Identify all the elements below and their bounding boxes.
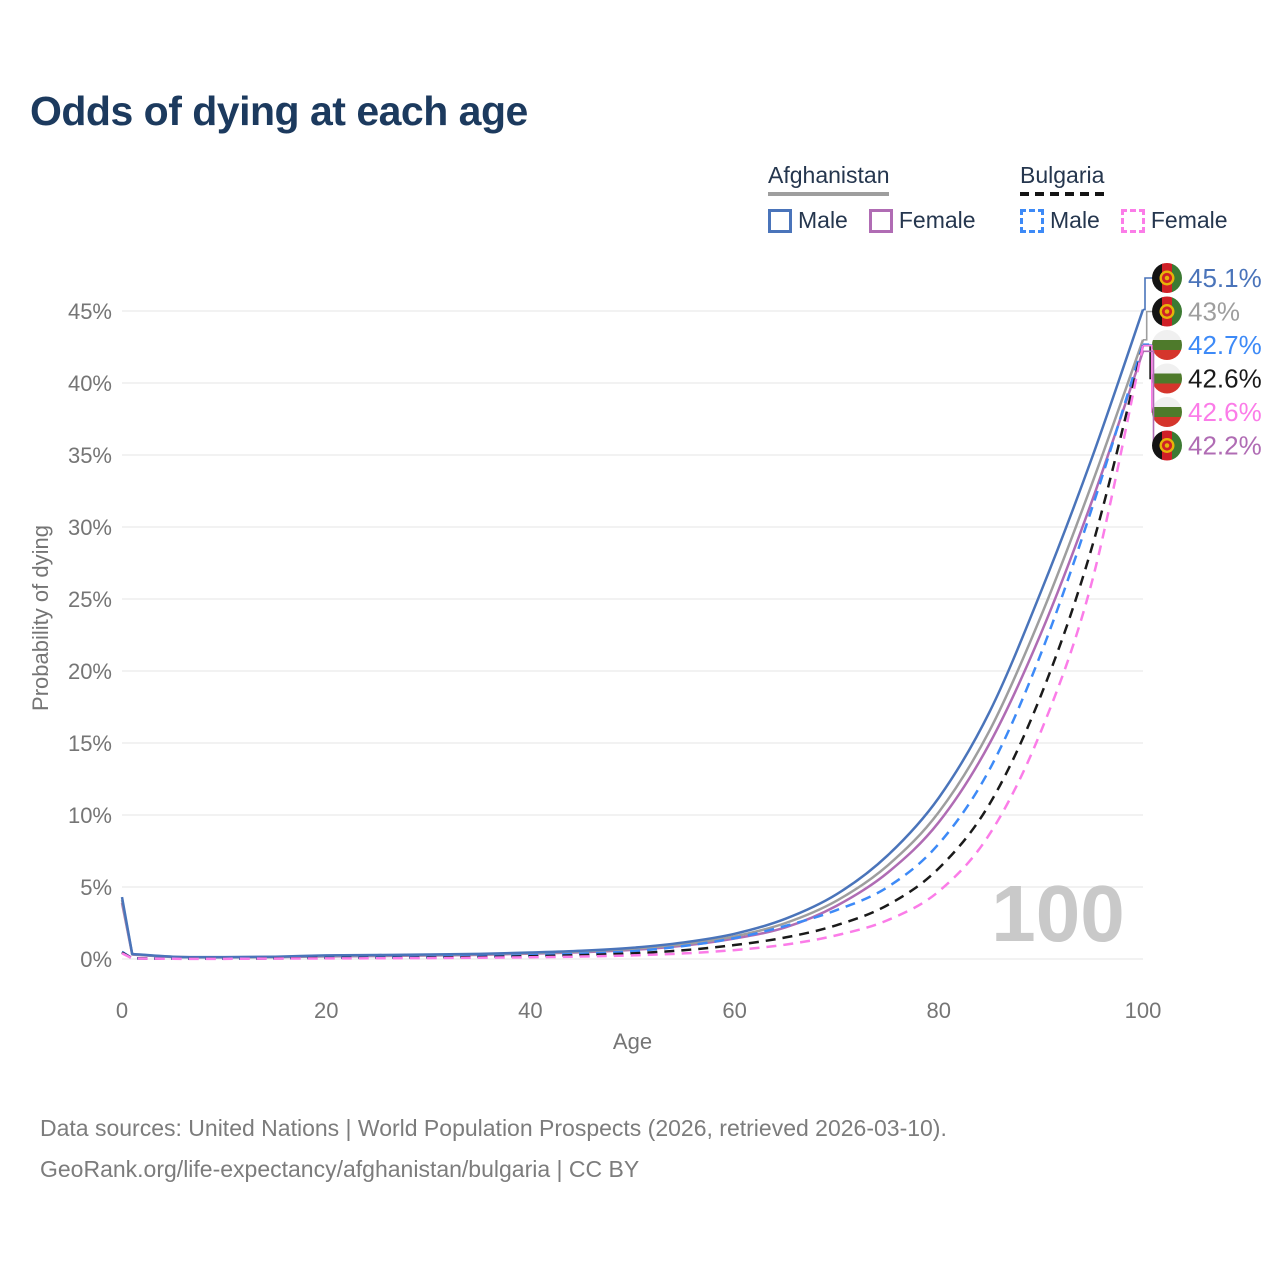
x-tick-label-40: 40 <box>518 998 542 1023</box>
y-axis-title: Probability of dying <box>28 525 53 711</box>
end-value-label-bulgaria-male: 42.7% <box>1188 330 1262 360</box>
y-tick-label-30: 30% <box>68 515 112 540</box>
legend-item-afghanistan-male[interactable]: Male <box>768 207 848 234</box>
afghanistan-male-checkbox[interactable] <box>768 208 792 233</box>
bulgaria-male-checkbox[interactable] <box>1020 208 1044 233</box>
data-source-line: Data sources: United Nations | World Pop… <box>40 1115 947 1141</box>
y-tick-label-0: 0% <box>80 947 112 972</box>
legend-item-bulgaria-male[interactable]: Male <box>1020 207 1100 234</box>
afghanistan-male-label: Male <box>798 207 848 233</box>
mortality-line-chart: 0% 5% 10% 15% 20% 25% 30% 35% 40% 45% 0 20 40 60 80 100… <box>28 263 1262 1054</box>
end-value-label-afghanistan-female: 42.2% <box>1188 431 1262 461</box>
flag-afghanistan-icon <box>1152 296 1182 327</box>
bulgaria-female-label: Female <box>1150 207 1228 233</box>
end-value-label-afghanistan-both: 43% <box>1188 297 1240 327</box>
afghanistan-solid-line-sample <box>768 192 890 196</box>
end-label-connector-bulgaria-female <box>1143 344 1153 413</box>
flag-bulgaria-icon <box>1152 363 1182 394</box>
afghanistan-female-checkbox[interactable] <box>868 208 893 233</box>
flag-bulgaria-icon <box>1152 330 1182 360</box>
legend-country-afghanistan-label: Afghanistan <box>768 162 890 188</box>
afghanistan-female-label: Female <box>898 207 976 233</box>
series-line-afghanistan-male <box>120 309 1145 959</box>
age-100-watermark: 100 <box>991 869 1124 958</box>
y-tick-label-35: 35% <box>68 443 112 468</box>
series-line-bulgaria-female <box>121 345 1145 961</box>
bulgaria-dashed-line-sample <box>1020 192 1105 196</box>
page-title: Odds of dying at each age <box>30 88 528 134</box>
x-tick-label-100: 100 <box>1125 998 1162 1023</box>
end-value-label-afghanistan-male: 45.1% <box>1188 263 1262 293</box>
flag-afghanistan-icon <box>1152 430 1182 461</box>
y-tick-label-10: 10% <box>68 803 112 828</box>
flag-afghanistan-icon <box>1152 263 1182 293</box>
series-line-bulgaria-male <box>121 343 1145 961</box>
x-tick-label-20: 20 <box>314 998 338 1023</box>
attribution-line: GeoRank.org/life-expectancy/afghanistan/… <box>40 1156 640 1182</box>
series-line-afghanistan-both <box>120 339 1145 959</box>
x-tick-label-80: 80 <box>927 998 951 1023</box>
end-value-label-bulgaria-both: 42.6% <box>1188 364 1262 394</box>
data-source-footer: Data sources: United Nations | World Pop… <box>40 1108 947 1190</box>
y-tick-label-25: 25% <box>68 587 112 612</box>
bulgaria-male-label: Male <box>1050 207 1100 233</box>
legend-country-bulgaria-label: Bulgaria <box>1020 162 1105 188</box>
legend-country-bulgaria: Bulgaria <box>1020 162 1105 196</box>
x-tick-label-0: 0 <box>116 998 128 1023</box>
series-line-afghanistan-female <box>120 350 1145 959</box>
end-label-connector-afghanistan-both <box>1143 310 1153 341</box>
y-tick-label-5: 5% <box>80 875 112 900</box>
y-tick-label-20: 20% <box>68 659 112 684</box>
series-line-bulgaria-both <box>121 345 1145 961</box>
x-axis-title: Age <box>613 1029 652 1054</box>
end-value-label-bulgaria-female: 42.6% <box>1188 397 1262 427</box>
legend-item-afghanistan-female[interactable]: Female <box>868 207 976 234</box>
y-tick-label-45: 45% <box>68 299 112 324</box>
y-tick-label-40: 40% <box>68 371 112 396</box>
legend-group-bulgaria: Bulgaria Male Female <box>1020 162 1228 234</box>
y-tick-label-15: 15% <box>68 731 112 756</box>
legend-country-afghanistan: Afghanistan <box>768 162 890 196</box>
bulgaria-female-checkbox[interactable] <box>1120 208 1145 233</box>
end-label-connector-afghanistan-male <box>1143 277 1153 311</box>
legend-group-afghanistan: Afghanistan Male Female <box>768 162 976 234</box>
x-tick-label-60: 60 <box>722 998 746 1023</box>
flag-bulgaria-icon <box>1152 397 1182 427</box>
legend-item-bulgaria-female[interactable]: Female <box>1120 207 1228 234</box>
